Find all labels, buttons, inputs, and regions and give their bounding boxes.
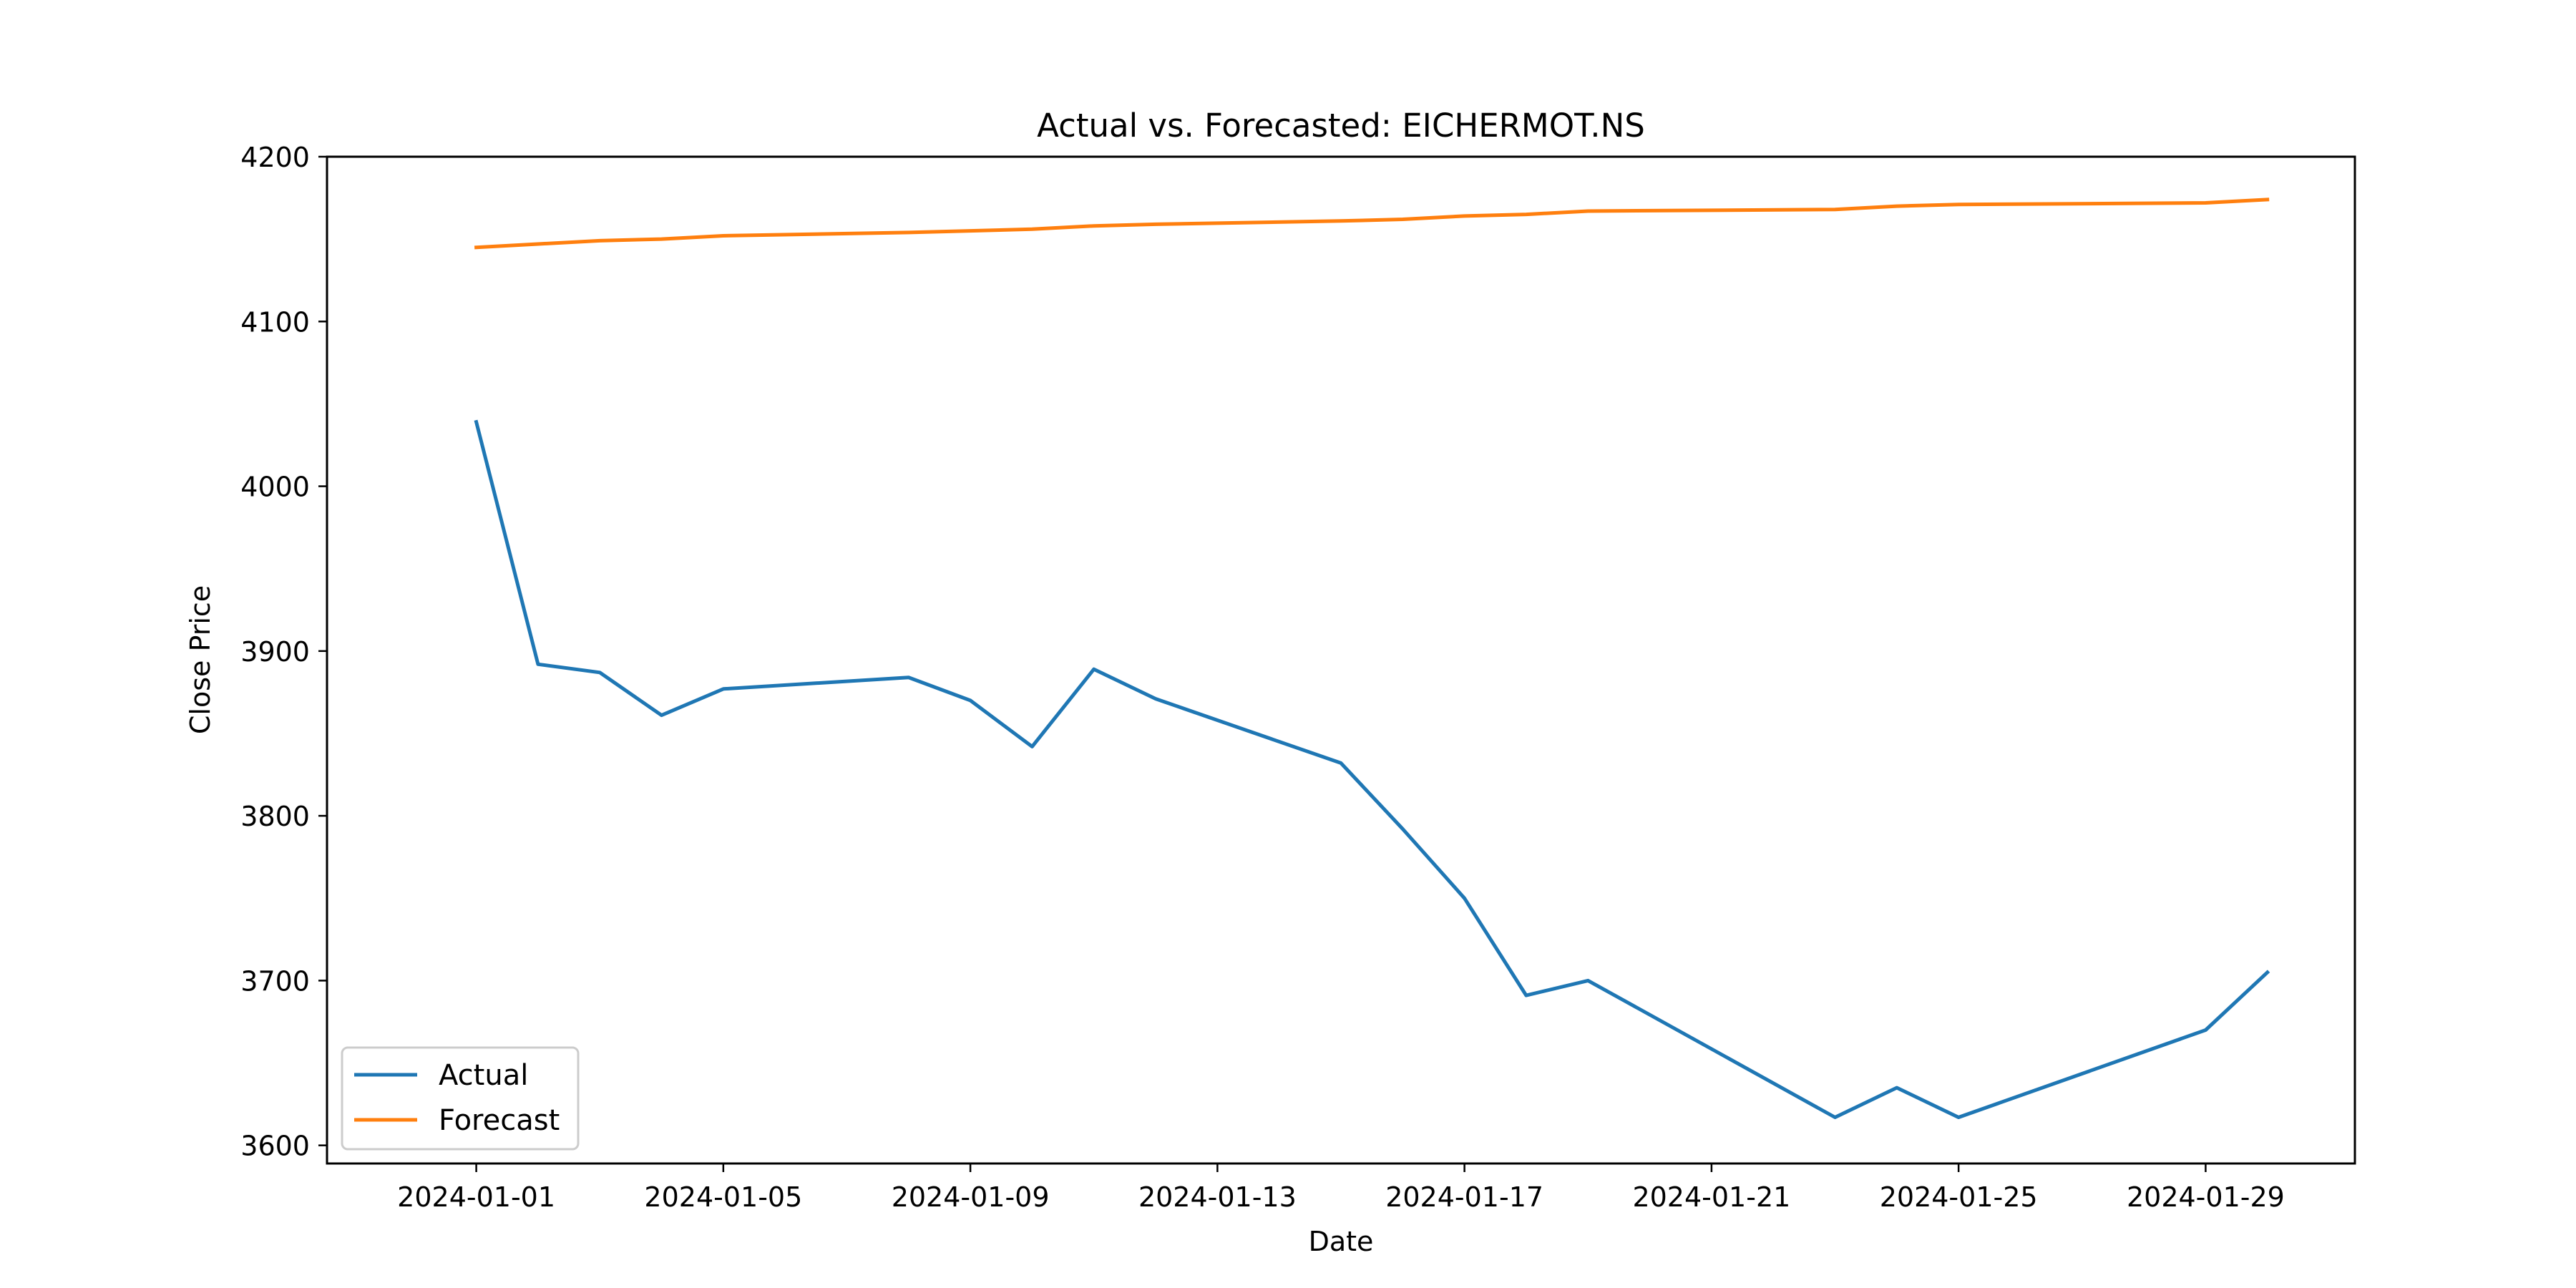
x-tick-label: 2024-01-13 (1138, 1181, 1297, 1213)
x-tick-label: 2024-01-29 (2127, 1181, 2285, 1213)
data-point-actual-18 (2204, 1028, 2207, 1032)
data-point-forecast-8 (1092, 224, 1096, 228)
data-point-forecast-9 (1154, 223, 1158, 226)
y-tick-label: 3800 (240, 801, 310, 832)
series-line-actual (474, 419, 2270, 1119)
x-tick-label: 2024-01-25 (1880, 1181, 2038, 1213)
data-point-actual-8 (1092, 668, 1096, 671)
y-tick-label: 3600 (240, 1131, 310, 1162)
data-point-forecast-13 (1524, 213, 1528, 216)
data-point-actual-15 (1833, 1116, 1837, 1119)
data-point-forecast-6 (969, 229, 972, 233)
data-point-forecast-5 (907, 230, 910, 234)
data-point-actual-0 (474, 420, 478, 424)
data-point-actual-19 (2265, 970, 2269, 974)
series-layer (474, 197, 2270, 1119)
series-line-forecast (474, 197, 2270, 250)
data-point-forecast-16 (1895, 205, 1898, 208)
data-point-actual-9 (1154, 697, 1158, 701)
x-tick-label: 2024-01-17 (1385, 1181, 1543, 1213)
x-tick-label: 2024-01-05 (644, 1181, 802, 1213)
legend: Actual Forecast (341, 1046, 580, 1151)
data-point-forecast-18 (2204, 201, 2207, 205)
data-point-actual-10 (1340, 761, 1343, 765)
data-point-actual-5 (907, 675, 910, 679)
data-point-actual-12 (1463, 897, 1466, 900)
data-point-forecast-15 (1833, 208, 1837, 211)
data-point-actual-13 (1524, 994, 1528, 997)
data-point-actual-6 (969, 698, 972, 702)
data-point-actual-1 (536, 663, 540, 666)
data-point-forecast-3 (660, 238, 663, 241)
plot-frame (326, 155, 2356, 1165)
x-tick-label: 2024-01-21 (1632, 1181, 1790, 1213)
y-tick-label: 3700 (240, 965, 310, 997)
y-tick-label: 4200 (240, 142, 310, 173)
data-point-forecast-12 (1463, 214, 1466, 218)
data-point-actual-4 (721, 687, 725, 691)
legend-label-actual: Actual (439, 1059, 528, 1092)
y-axis-label: Close Price (185, 585, 216, 734)
data-point-actual-16 (1895, 1086, 1898, 1090)
x-axis: 2024-01-01 2024-01-05 2024-01-09 2024-01-13… (397, 1163, 2285, 1213)
data-point-actual-7 (1030, 745, 1034, 748)
data-point-actual-11 (1401, 827, 1405, 831)
data-point-forecast-10 (1340, 219, 1343, 223)
chart-title: Actual vs. Forecasted: EICHERMOT.NS (1037, 107, 1645, 145)
data-point-forecast-11 (1401, 218, 1405, 221)
x-axis-label: Date (1309, 1226, 1374, 1257)
data-point-forecast-2 (598, 239, 602, 243)
legend-label-forecast: Forecast (439, 1104, 560, 1137)
x-tick-label: 2024-01-09 (892, 1181, 1050, 1213)
data-point-forecast-7 (1030, 228, 1034, 231)
data-point-forecast-4 (721, 234, 725, 238)
y-tick-label: 4000 (240, 472, 310, 503)
y-axis: 3600 3700 3800 3900 4000 4100 4200 (240, 142, 327, 1162)
data-point-actual-14 (1586, 979, 1590, 982)
data-point-forecast-17 (1957, 203, 1961, 206)
data-point-actual-2 (598, 670, 602, 674)
x-tick-label: 2024-01-01 (397, 1181, 555, 1213)
data-point-actual-3 (660, 713, 663, 717)
data-point-forecast-19 (2265, 197, 2269, 201)
data-point-forecast-14 (1586, 210, 1590, 213)
y-tick-label: 3900 (240, 636, 310, 668)
y-tick-label: 4100 (240, 306, 310, 338)
data-point-forecast-0 (474, 245, 478, 249)
data-point-forecast-1 (536, 243, 540, 246)
data-point-actual-17 (1957, 1116, 1961, 1119)
